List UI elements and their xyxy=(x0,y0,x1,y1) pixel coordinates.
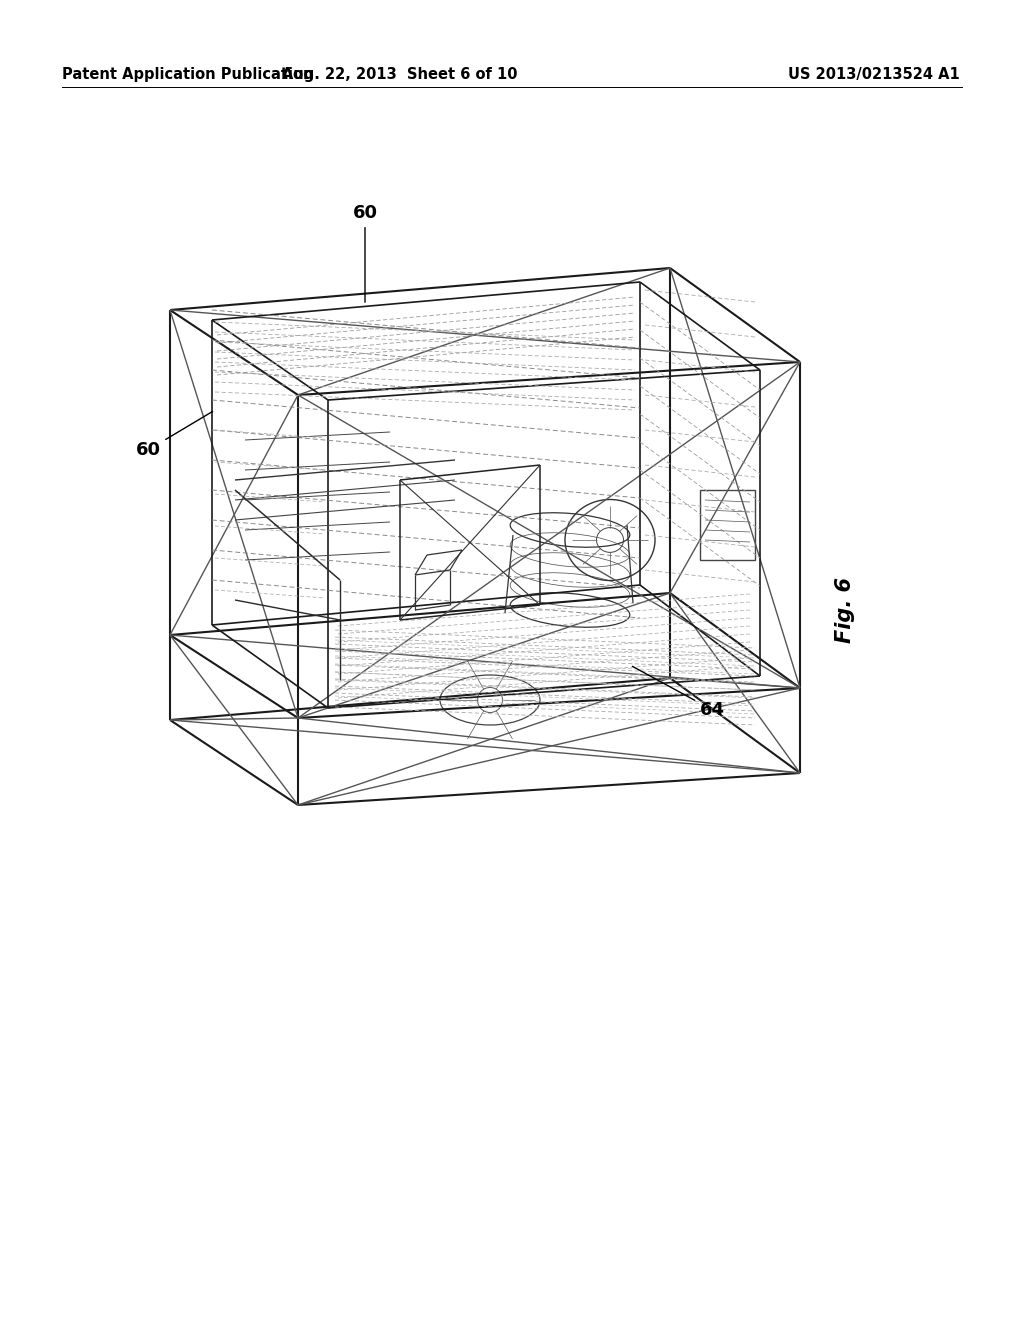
Text: Patent Application Publication: Patent Application Publication xyxy=(62,67,313,82)
Text: Fig. 6: Fig. 6 xyxy=(835,577,855,643)
Text: 60: 60 xyxy=(352,205,378,302)
Text: US 2013/0213524 A1: US 2013/0213524 A1 xyxy=(788,67,961,82)
Text: 60: 60 xyxy=(135,412,213,459)
Text: Aug. 22, 2013  Sheet 6 of 10: Aug. 22, 2013 Sheet 6 of 10 xyxy=(283,67,518,82)
Text: 64: 64 xyxy=(633,667,725,719)
Bar xyxy=(700,490,755,560)
